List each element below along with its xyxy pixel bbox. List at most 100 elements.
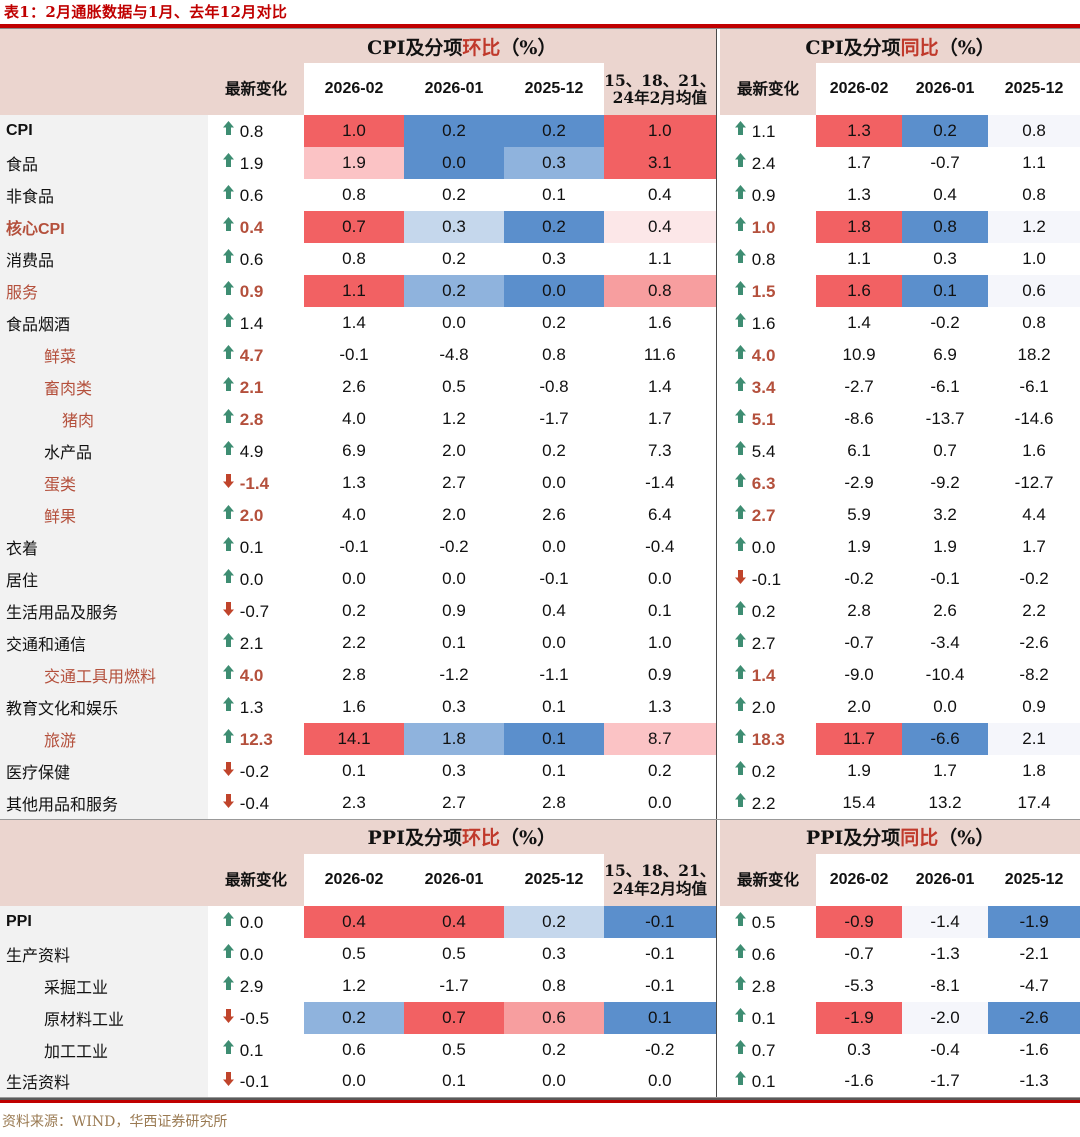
right-value-cell: 0.0: [902, 691, 989, 723]
right-value-cell: 2.6: [902, 595, 989, 627]
right-change-value: 2.8: [751, 976, 776, 996]
row-label: 食品: [0, 147, 208, 179]
up-arrow-icon: [735, 943, 747, 958]
left-value-cell: -0.2: [604, 1033, 717, 1066]
down-arrow-icon: [223, 762, 234, 776]
left-change-value: 2.8: [239, 410, 264, 429]
block-divider: [715, 691, 721, 723]
left-change-value: 0.1: [239, 1040, 264, 1060]
left-change-value: -0.7: [239, 602, 270, 621]
left-change-value: -1.4: [239, 474, 270, 493]
right-block-title: CPI及分项同比（%）: [720, 29, 1080, 63]
right-change-value: 5.1: [751, 410, 776, 429]
left-value-cell: -0.1: [504, 563, 604, 595]
up-arrow-icon: [735, 792, 747, 807]
right-value-cell: 15.4: [816, 787, 903, 820]
left-value-cell: 0.6: [504, 1001, 604, 1034]
left-change-value: 0.0: [239, 570, 264, 589]
left-value-cell: 0.8: [504, 339, 604, 371]
left-value-cell: 0.4: [304, 905, 404, 938]
right-change-value: 0.1: [751, 1008, 776, 1028]
left-value-cell: -0.8: [504, 371, 604, 403]
up-arrow-icon: [735, 633, 747, 647]
left-value-cell: 0.2: [304, 595, 404, 627]
left-change-value: -0.4: [239, 793, 270, 813]
left-value-cell: 0.0: [504, 1065, 604, 1098]
left-value-cell: 0.6: [304, 1033, 404, 1066]
right-value-cell: -6.1: [902, 371, 989, 403]
left-change-cell: 0.0: [208, 563, 304, 595]
left-value-cell: 0.4: [504, 595, 604, 627]
left-block-title: PPI及分项环比（%）: [208, 819, 717, 854]
block-divider: [715, 937, 721, 970]
right-value-cell: -12.7: [988, 467, 1080, 499]
right-value-cell: -9.0: [816, 659, 903, 691]
right-value-cell: -1.3: [988, 1065, 1080, 1098]
up-arrow-icon: [223, 633, 234, 647]
left-change-cell: 0.9: [208, 275, 304, 307]
left-value-cell: -4.8: [404, 339, 504, 371]
left-value-cell: -0.1: [604, 937, 717, 970]
column-header-row: 最新变化 2026-02 2026-01 2025-12 15、18、21、24年2月均…: [0, 853, 1080, 906]
up-arrow-icon: [735, 537, 747, 551]
right-value-cell: 0.3: [816, 1033, 903, 1066]
down-arrow-icon: [223, 793, 234, 808]
block-divider: [715, 723, 721, 755]
left-value-cell: -0.1: [604, 969, 717, 1002]
right-title-suffix: （%）: [938, 36, 995, 59]
block-divider: [715, 819, 721, 854]
table-row: 居住 0.0 0.0 0.0 -0.1 0.0 -0.1 -0.2 -0.1 -0.2: [0, 563, 1080, 595]
left-value-cell: -1.7: [404, 969, 504, 1002]
left-value-cell: 0.1: [404, 1065, 504, 1098]
section-cpi: CPI及分项环比（%） CPI及分项同比（%） 最新变化 2026-02 2026-01…: [0, 29, 1080, 820]
right-value-cell: 2.8: [816, 595, 903, 627]
up-arrow-icon: [735, 975, 747, 990]
left-value-cell: 1.6: [604, 307, 717, 339]
row-label: 非食品: [0, 179, 208, 211]
right-value-cell: -3.4: [902, 627, 989, 659]
right-value-cell: 0.8: [988, 115, 1080, 147]
left-title-accent: 环比: [461, 827, 500, 849]
left-change-value: 4.9: [239, 442, 264, 461]
right-change-cell: 0.1: [720, 1065, 817, 1098]
right-value-cell: 0.3: [902, 243, 989, 275]
table-row: 交通和通信 2.1 2.2 0.1 0.0 1.0 2.7 -0.7 -3.4 -2.6: [0, 627, 1080, 659]
left-value-cell: 4.0: [304, 499, 404, 531]
table-row: 生活资料 -0.1 0.0 0.1 0.0 0.0 0.1 -1.6 -1.7 -1.3: [0, 1065, 1080, 1098]
right-change-value: 5.4: [751, 442, 776, 461]
right-value-cell: 17.4: [988, 787, 1080, 820]
right-value-cell: 0.2: [902, 115, 989, 147]
left-change-cell: 0.6: [208, 179, 304, 211]
block-divider: [715, 147, 721, 179]
block-divider: [715, 371, 721, 403]
block-divider: [715, 969, 721, 1002]
left-value-cell: 3.1: [604, 147, 717, 179]
right-change-cell: 2.0: [720, 691, 817, 723]
left-value-cell: -0.2: [404, 531, 504, 563]
row-label: 生活资料: [0, 1065, 208, 1098]
left-change-cell: -1.4: [208, 467, 304, 499]
left-col-header-1: 2026-02: [304, 853, 404, 906]
up-arrow-icon: [735, 249, 747, 263]
right-change-value: 2.0: [751, 698, 776, 717]
right-change-cell: 2.7: [720, 499, 817, 531]
left-value-cell: -0.4: [604, 531, 717, 563]
right-value-cell: -1.6: [816, 1065, 903, 1098]
right-value-cell: -8.6: [816, 403, 903, 435]
up-arrow-icon: [735, 1071, 747, 1086]
up-arrow-icon: [735, 729, 747, 743]
row-label: 猪肉: [0, 403, 208, 435]
left-change-cell: 12.3: [208, 723, 304, 755]
table-row: 加工工业 0.1 0.6 0.5 0.2 -0.2 0.7 0.3 -0.4 -1.6: [0, 1033, 1080, 1066]
table-row: 采掘工业 2.9 1.2 -1.7 0.8 -0.1 2.8 -5.3 -8.1 -4.7: [0, 969, 1080, 1002]
left-change-cell: 0.0: [208, 905, 304, 938]
right-value-cell: 10.9: [816, 339, 903, 371]
row-label: 旅游: [0, 723, 208, 755]
right-change-cell: 2.2: [720, 787, 817, 820]
block-divider: [715, 243, 721, 275]
left-value-cell: 2.6: [304, 371, 404, 403]
left-value-cell: 0.1: [404, 627, 504, 659]
left-change-cell: 0.6: [208, 243, 304, 275]
left-value-cell: 0.1: [604, 1001, 717, 1034]
